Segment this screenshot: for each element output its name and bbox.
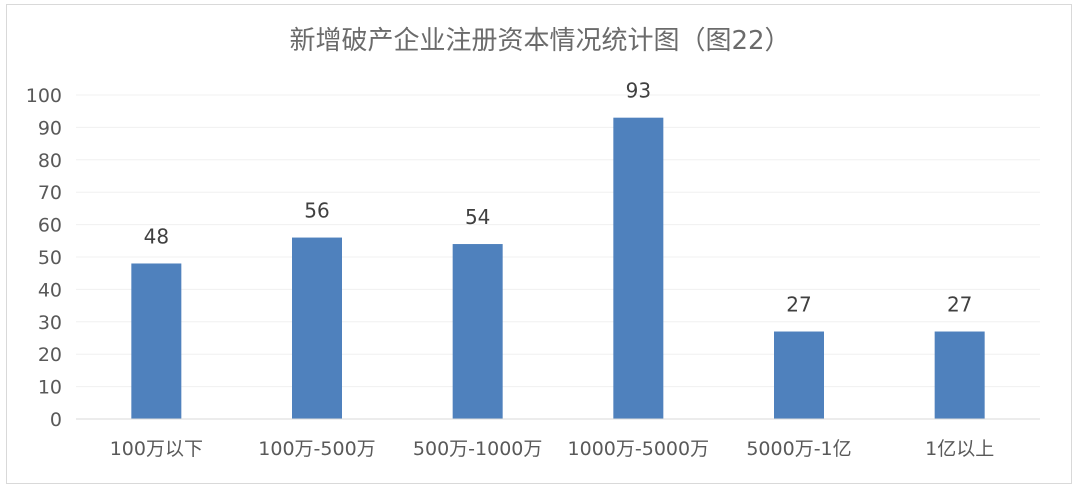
x-category-label: 1亿以上 [925, 438, 994, 460]
data-label: 93 [626, 79, 651, 103]
y-tick-label: 20 [38, 344, 62, 366]
data-label: 27 [786, 293, 811, 317]
bar [292, 237, 342, 419]
y-tick-label: 70 [38, 182, 62, 204]
data-label: 56 [304, 199, 329, 223]
y-tick-label: 50 [38, 247, 62, 269]
x-axis-labels: 100万以下 100万-500万 500万-1000万 1000万-5000万 5000… [110, 438, 995, 460]
y-tick-label: 30 [38, 312, 62, 334]
gridlines [76, 94, 1040, 388]
data-label: 27 [947, 293, 972, 317]
y-tick-label: 40 [38, 279, 62, 301]
bar [934, 331, 985, 419]
x-category-label: 100万以下 [110, 438, 203, 460]
x-category-label: 1000万-5000万 [568, 438, 710, 460]
y-tick-label: 60 [38, 215, 62, 237]
y-axis-ticks: 0 10 20 30 40 50 60 70 80 90 100 [26, 85, 62, 431]
data-label: 48 [144, 224, 169, 248]
y-tick-label: 80 [38, 150, 62, 172]
chart-frame [6, 4, 1072, 484]
y-tick-label: 90 [38, 117, 62, 139]
y-tick-label: 10 [38, 377, 62, 399]
bar [452, 244, 503, 419]
x-category-label: 100万-500万 [258, 438, 375, 460]
y-tick-label: 100 [26, 85, 62, 107]
bar [774, 331, 824, 419]
x-category-label: 5000万-1亿 [746, 438, 851, 460]
bar [131, 263, 182, 419]
chart-title: 新增破产企业注册资本情况统计图（图22） [289, 26, 790, 56]
data-labels: 48 56 54 93 27 27 [144, 79, 973, 317]
bar [613, 117, 664, 420]
bars [131, 117, 985, 420]
y-tick-label: 0 [50, 409, 62, 431]
data-label: 54 [465, 205, 490, 229]
x-category-label: 500万-1000万 [413, 438, 542, 460]
